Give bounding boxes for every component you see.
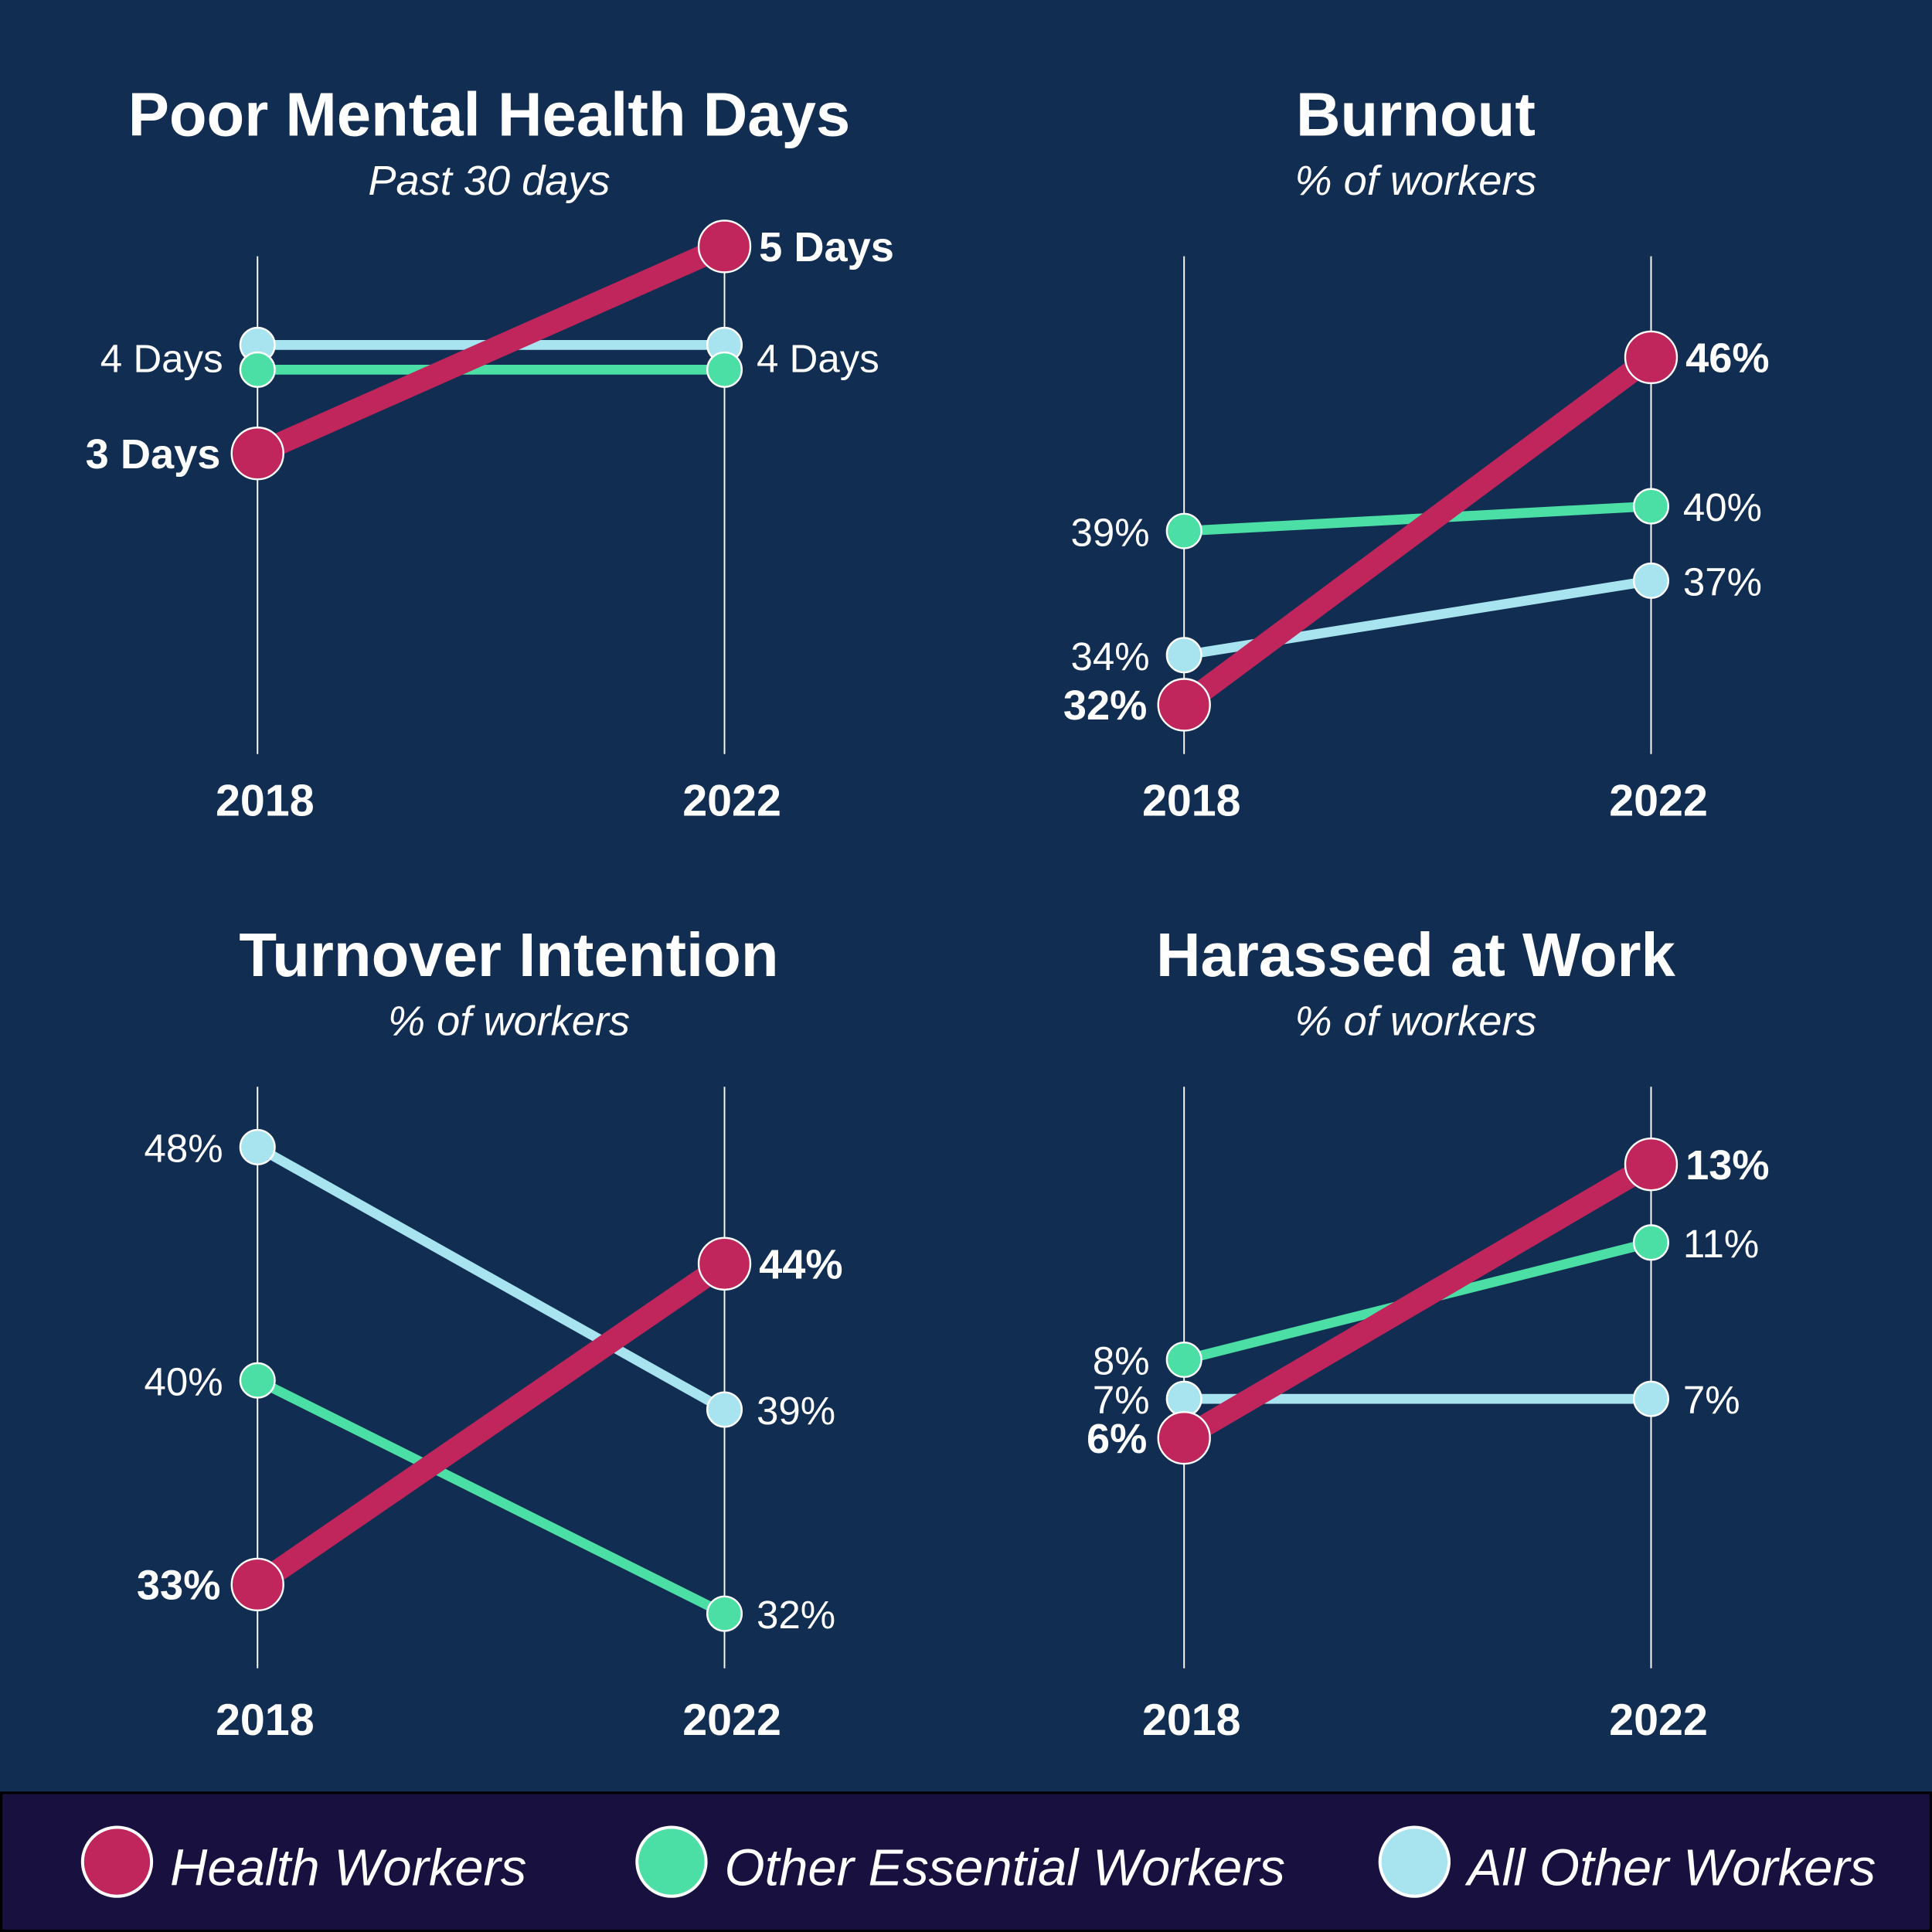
data-point — [1165, 637, 1202, 674]
legend-swatch-icon — [1378, 1825, 1451, 1898]
legend-swatch-icon — [635, 1825, 708, 1898]
x-tick-label: 2018 — [1142, 1696, 1241, 1745]
x-tick-label: 2022 — [682, 776, 781, 825]
data-point — [1165, 1380, 1202, 1417]
data-label: 46% — [1685, 335, 1769, 382]
series-line — [255, 1142, 727, 1414]
x-tick-label: 2022 — [682, 1696, 781, 1745]
legend-bar — [0, 1791, 1932, 1932]
data-point — [697, 1236, 752, 1291]
data-label: 48% — [144, 1127, 223, 1171]
chart-panel: Burnout % of workers 2018 2022 39% 40% 34% 37% 3… — [1063, 80, 1770, 825]
data-label: 39% — [757, 1389, 835, 1433]
data-point — [239, 1128, 276, 1165]
data-label: 4 Days — [757, 337, 879, 381]
data-point — [706, 1595, 743, 1632]
x-tick-label: 2018 — [1142, 776, 1241, 825]
legend-label: All Other Workers — [1464, 1838, 1876, 1896]
data-point — [239, 351, 276, 388]
data-label: 7% — [1683, 1378, 1740, 1422]
data-point — [1624, 330, 1679, 385]
data-point — [1165, 512, 1202, 549]
data-label: 37% — [1683, 560, 1762, 604]
data-label: 5 Days — [759, 224, 894, 270]
data-point — [706, 351, 743, 388]
series-line — [253, 236, 730, 464]
data-label: 40% — [1683, 485, 1762, 529]
data-point — [230, 427, 284, 481]
data-point — [697, 219, 752, 274]
data-point — [239, 1362, 276, 1399]
series-line — [1178, 1155, 1657, 1448]
data-label: 13% — [1685, 1142, 1769, 1189]
chart-title: Turnover Intention — [239, 920, 778, 989]
data-label: 34% — [1070, 634, 1149, 679]
data-point — [1165, 1342, 1202, 1379]
chart-subtitle: Past 30 days — [368, 158, 610, 204]
chart-panel: Harassed at Work % of workers 2018 2022 8% 11… — [1087, 920, 1770, 1745]
x-tick-label: 2018 — [216, 1696, 315, 1745]
data-point — [1632, 1380, 1669, 1417]
data-label: 8% — [1093, 1339, 1150, 1383]
data-point — [1632, 1224, 1669, 1261]
legend-swatch-icon — [80, 1825, 154, 1898]
chart-panel: Poor Mental Health Days Past 30 days 2018 2… — [86, 80, 894, 825]
chart-title: Poor Mental Health Days — [128, 80, 851, 148]
chart-title: Burnout — [1296, 80, 1536, 148]
series-line — [1177, 348, 1658, 714]
data-point — [1624, 1138, 1679, 1192]
chart-subtitle: % of workers — [1294, 158, 1536, 204]
data-label: 3 Days — [86, 431, 221, 478]
data-label: 39% — [1070, 510, 1149, 554]
data-label: 7% — [1093, 1378, 1150, 1422]
data-point — [1632, 562, 1669, 599]
data-label: 6% — [1087, 1416, 1147, 1462]
series-line — [251, 1254, 731, 1594]
chart-panel: Turnover Intention % of workers 2018 2022 48… — [137, 920, 843, 1745]
data-label: 11% — [1683, 1222, 1759, 1266]
legend-item: Health Workers — [80, 1825, 526, 1898]
x-tick-label: 2022 — [1609, 1696, 1708, 1745]
legend-item: Other Essential Workers — [635, 1825, 1286, 1898]
data-point — [706, 1391, 743, 1428]
data-point — [1157, 1410, 1211, 1465]
chart-title: Harassed at Work — [1156, 920, 1676, 989]
legend: Health Workers Other Essential Workers All… — [0, 1791, 1932, 1932]
data-point — [1157, 678, 1211, 732]
data-label: 32% — [1063, 682, 1147, 729]
x-tick-label: 2018 — [216, 776, 315, 825]
chart-subtitle: % of workers — [1294, 998, 1536, 1044]
legend-label: Health Workers — [170, 1838, 526, 1896]
data-label: 4 Days — [100, 337, 223, 381]
chart-subtitle: % of workers — [388, 998, 630, 1044]
x-tick-label: 2022 — [1609, 776, 1708, 825]
data-point — [230, 1557, 284, 1612]
data-label: 33% — [137, 1563, 220, 1609]
data-label: 44% — [759, 1241, 842, 1287]
data-point — [1632, 488, 1669, 525]
data-label: 40% — [144, 1359, 223, 1403]
legend-item: All Other Workers — [1378, 1825, 1876, 1898]
data-label: 32% — [757, 1593, 835, 1637]
series-line — [255, 1376, 727, 1618]
legend-label: Other Essential Workers — [725, 1838, 1286, 1896]
